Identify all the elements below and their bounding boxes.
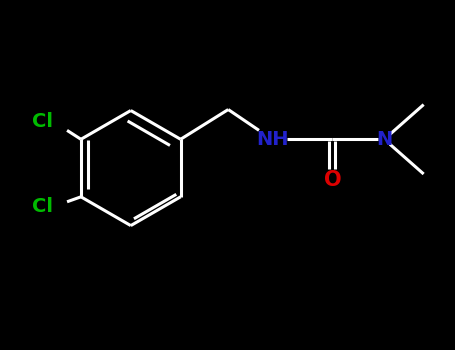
Text: NH: NH <box>257 130 289 149</box>
Text: Cl: Cl <box>32 197 53 216</box>
Text: O: O <box>324 170 341 190</box>
Text: N: N <box>376 130 392 149</box>
Text: Cl: Cl <box>32 112 53 131</box>
